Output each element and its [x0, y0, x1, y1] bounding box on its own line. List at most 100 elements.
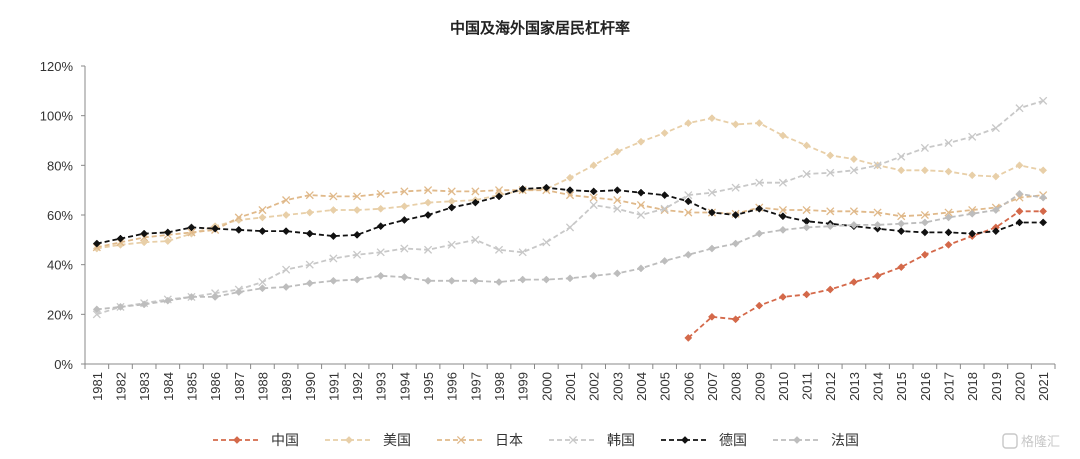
legend-item: 德国: [661, 433, 747, 449]
data-point: [92, 239, 101, 248]
data-point: [589, 271, 598, 280]
data-point: [353, 250, 362, 259]
data-point: [376, 189, 385, 198]
data-point: [329, 206, 338, 214]
legend-marker: [345, 436, 353, 444]
data-point: [329, 192, 338, 201]
data-point: [211, 224, 220, 233]
x-tick-label: 2007: [705, 372, 720, 401]
watermark: 格隆汇: [1002, 433, 1060, 450]
legend-label: 日本: [495, 433, 523, 449]
data-point: [944, 208, 953, 217]
data-point: [305, 279, 314, 288]
data-point: [778, 212, 787, 221]
data-point: [920, 166, 929, 175]
x-tick-label: 2012: [823, 372, 838, 401]
data-point: [944, 213, 953, 222]
data-point: [258, 284, 267, 293]
watermark-text: 格隆汇: [1021, 434, 1060, 450]
data-point: [424, 211, 433, 219]
x-tick-label: 1982: [113, 372, 128, 401]
data-point: [968, 229, 977, 238]
data-point: [613, 186, 622, 195]
data-point: [234, 288, 243, 296]
data-point: [424, 198, 433, 207]
data-point: [684, 191, 693, 200]
data-point: [471, 276, 480, 285]
data-point: [400, 244, 409, 253]
data-point: [1015, 104, 1024, 113]
data-point: [471, 187, 480, 196]
data-point: [944, 240, 953, 249]
x-tick-label: 1999: [516, 372, 531, 401]
data-point: [282, 283, 291, 291]
data-point: [897, 263, 906, 272]
data-point: [920, 250, 929, 259]
x-tick-label: 2020: [1013, 372, 1028, 401]
data-point: [566, 186, 574, 195]
y-tick-label: 20%: [47, 307, 73, 322]
data-point: [731, 120, 740, 129]
data-point: [400, 216, 409, 224]
data-point: [636, 201, 646, 210]
x-tick-label: 1988: [255, 372, 270, 401]
x-tick-label: 2010: [776, 372, 791, 401]
data-point: [802, 205, 811, 215]
data-point: [684, 208, 693, 217]
x-tick-label: 2003: [610, 372, 625, 401]
y-tick-label: 120%: [40, 59, 74, 74]
data-point: [991, 206, 1000, 214]
data-point: [826, 222, 835, 231]
data-point: [802, 141, 811, 150]
data-point: [258, 277, 267, 287]
data-point: [755, 204, 764, 213]
series-3: [92, 96, 1048, 319]
data-point: [660, 204, 669, 213]
data-point: [423, 186, 433, 195]
data-point: [849, 278, 858, 287]
data-point: [305, 191, 314, 200]
series-4: [92, 183, 1048, 248]
legend-label: 德国: [719, 433, 747, 449]
data-point: [92, 310, 101, 319]
data-point: [920, 218, 929, 227]
legend-marker: [568, 435, 578, 445]
data-point: [920, 210, 929, 220]
data-point: [755, 229, 764, 238]
data-point: [589, 161, 598, 170]
data-point: [731, 211, 740, 219]
data-point: [495, 192, 503, 201]
data-point: [684, 197, 693, 206]
data-point: [636, 210, 646, 220]
x-tick-label: 1995: [421, 372, 436, 401]
data-point: [707, 114, 716, 123]
data-point: [447, 240, 456, 249]
data-point: [755, 119, 764, 128]
data-point: [494, 245, 504, 254]
legend-item: 法国: [773, 433, 859, 449]
x-tick-label: 1989: [279, 372, 294, 401]
legend-label: 韩国: [607, 433, 635, 449]
data-point: [589, 201, 598, 210]
watermark-logo-icon: [1002, 433, 1018, 449]
data-point: [400, 273, 409, 282]
y-tick-label: 40%: [47, 258, 73, 273]
data-point: [755, 178, 764, 187]
data-point: [258, 205, 267, 215]
data-point: [566, 173, 574, 182]
y-tick-label: 100%: [40, 109, 74, 124]
legend-marker: [681, 436, 689, 444]
data-point: [329, 232, 338, 241]
data-point: [447, 187, 456, 196]
legend-item: 美国: [325, 433, 411, 449]
data-point: [353, 275, 362, 284]
data-point: [566, 274, 574, 283]
data-point: [471, 198, 480, 207]
data-point: [471, 235, 480, 244]
legend-marker: [233, 436, 241, 444]
data-point: [778, 225, 787, 234]
data-point: [707, 208, 716, 217]
y-tick-label: 80%: [47, 158, 73, 173]
x-tick-label: 1984: [161, 372, 176, 401]
